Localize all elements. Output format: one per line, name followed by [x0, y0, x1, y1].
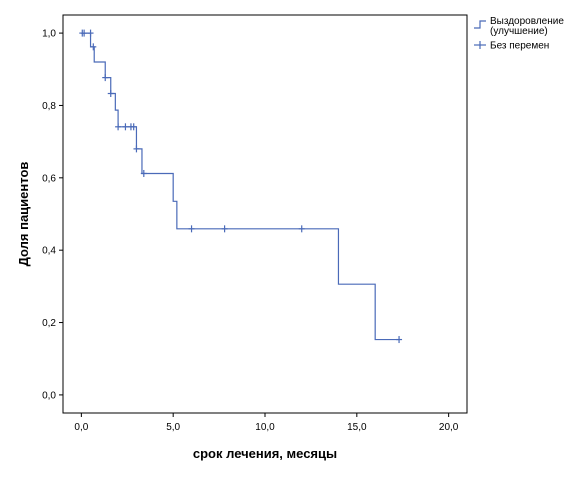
series-layer	[79, 29, 403, 344]
y-tick-label: 0,0	[42, 390, 56, 401]
y-axis-title: Доля пациентов	[16, 162, 31, 267]
x-axis-ticks: 0,0 5,0 10,0 15,0 20,0	[74, 413, 459, 433]
y-axis-ticks: 0,0 0,2 0,4 0,6 0,8 1,0	[42, 29, 63, 401]
censor-marker	[133, 145, 140, 153]
legend-label-no-change: Без перемен	[490, 41, 549, 52]
x-axis-title: срок лечения, месяцы	[193, 446, 337, 461]
censor-marker	[140, 169, 147, 177]
censor-marker	[130, 123, 137, 131]
censor-marker	[115, 123, 122, 131]
x-tick-label: 15,0	[347, 422, 367, 433]
legend-step-swatch	[474, 20, 486, 29]
censor-marker	[221, 225, 228, 233]
censor-marker	[107, 90, 114, 98]
x-tick-label: 10,0	[255, 422, 275, 433]
legend: Выздоровление(улучшение) Без перемен	[474, 16, 564, 52]
survival-step-line	[81, 32, 400, 341]
y-tick-label: 0,6	[42, 173, 56, 184]
censor-marker	[90, 43, 97, 51]
censor-marker	[122, 123, 129, 131]
censor-marker	[81, 29, 88, 37]
y-tick-label: 1,0	[42, 29, 56, 40]
censor-marker	[298, 225, 305, 233]
y-tick-label: 0,8	[42, 101, 56, 112]
y-tick-label: 0,2	[42, 318, 56, 329]
censor-marker	[102, 74, 109, 82]
censor-marker	[87, 29, 94, 37]
x-tick-label: 0,0	[74, 422, 88, 433]
x-tick-label: 20,0	[439, 422, 459, 433]
y-tick-label: 0,4	[42, 246, 56, 257]
plot-frame	[62, 14, 468, 414]
legend-label-recovery: Выздоровление	[490, 16, 564, 27]
legend-label-recovery: (улучшение)	[490, 26, 548, 37]
censor-marker	[396, 336, 403, 344]
x-tick-label: 5,0	[166, 422, 180, 433]
censor-marker	[188, 225, 195, 233]
legend-censor-swatch	[474, 41, 486, 49]
